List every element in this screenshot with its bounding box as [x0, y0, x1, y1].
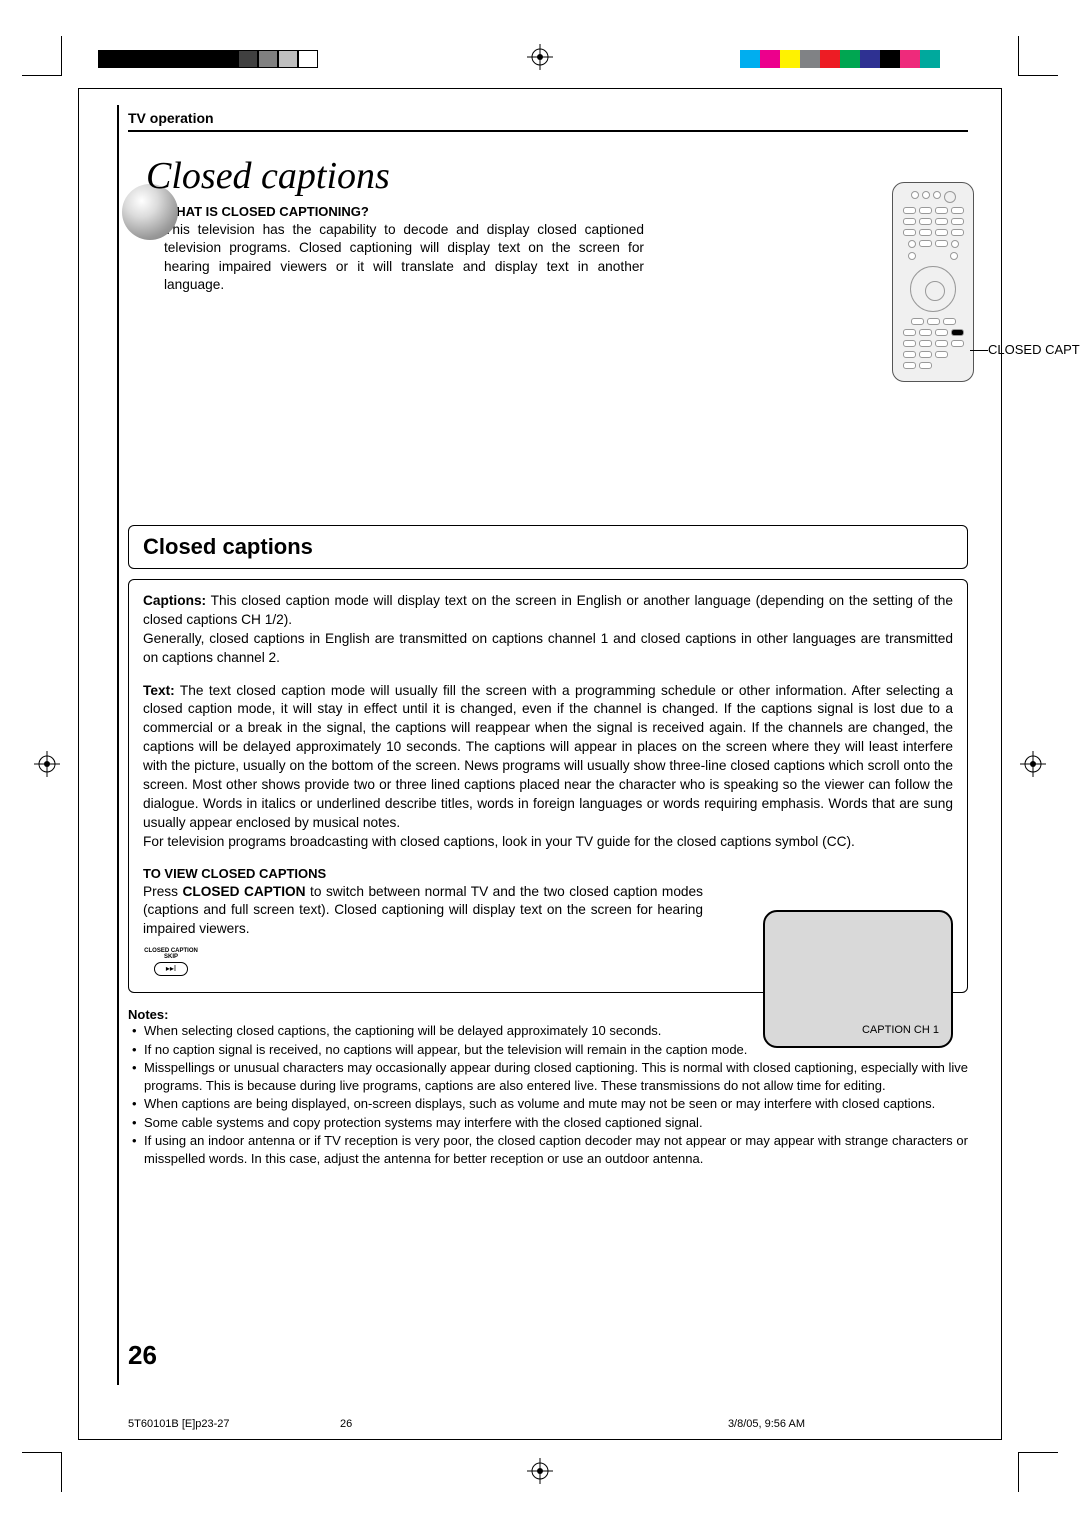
to-view-prefix: Press: [143, 884, 182, 899]
footer-timestamp: 3/8/05, 9:56 AM: [728, 1418, 805, 1430]
page-number: 26: [128, 1340, 157, 1371]
closed-caption-button-icon: CLOSED CAPTION SKIP ▸▸I: [143, 948, 199, 976]
text-label: Text:: [143, 683, 175, 698]
section-header: TV operation: [128, 110, 968, 132]
to-view-heading: TO VIEW CLOSED CAPTIONS: [143, 866, 953, 881]
page-title: Closed captions: [146, 154, 968, 198]
note-item: •Misspellings or unusual characters may …: [132, 1059, 968, 1094]
note-item: •When captions are being displayed, on-s…: [132, 1095, 968, 1113]
intro-heading: WHAT IS CLOSED CAPTIONING?: [164, 204, 644, 219]
intro-body: This television has the capability to de…: [164, 221, 644, 295]
page-content: TV operation Closed captions WHAT IS CLO…: [128, 110, 968, 1169]
captions-label: Captions:: [143, 593, 206, 608]
tv-screen-illustration: CAPTION CH 1: [763, 910, 953, 1048]
to-view-bold: CLOSED CAPTION: [182, 884, 305, 899]
remote-callout-label: CLOSED CAPTION: [988, 342, 1080, 357]
registration-mark-icon: [527, 1458, 553, 1484]
registration-mark-icon: [527, 44, 553, 70]
color-bar: [740, 50, 960, 68]
note-item: •Some cable systems and copy protection …: [132, 1114, 968, 1132]
captions-paragraph: Captions: This closed caption mode will …: [143, 592, 953, 668]
footer-page: 26: [340, 1418, 352, 1430]
note-item: •If using an indoor antenna or if TV rec…: [132, 1132, 968, 1167]
footer-filename: 5T60101B [E]p23-27: [128, 1418, 230, 1430]
text-text: The text closed caption mode will usuall…: [143, 683, 953, 849]
cc-button-label2: SKIP: [143, 954, 199, 960]
content-box: Captions: This closed caption mode will …: [128, 579, 968, 993]
box-title: Closed captions: [143, 534, 953, 560]
registration-mark-icon: [34, 751, 60, 777]
text-paragraph: Text: The text closed caption mode will …: [143, 682, 953, 852]
registration-mark-icon: [1020, 751, 1046, 777]
remote-illustration: CLOSED CAPTION: [892, 182, 974, 382]
cc-button-glyph: ▸▸I: [154, 962, 188, 976]
tv-caption-text: CAPTION CH 1: [862, 1024, 939, 1036]
captions-text: This closed caption mode will display te…: [143, 593, 953, 665]
to-view-body: Press CLOSED CAPTION to switch between n…: [143, 883, 703, 976]
margin-rule: [117, 105, 119, 1385]
grayscale-bar: [98, 50, 318, 68]
